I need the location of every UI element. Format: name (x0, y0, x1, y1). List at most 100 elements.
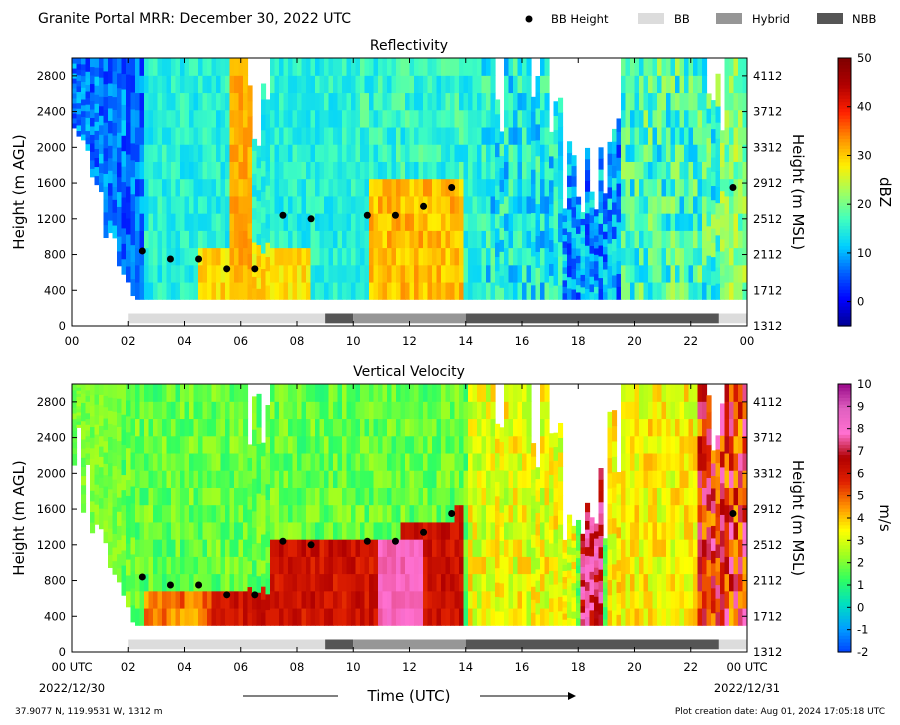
field-cell (157, 435, 163, 454)
field-cell (162, 539, 168, 557)
field-cell (436, 92, 442, 111)
field-cell (135, 521, 141, 540)
field-cell (301, 195, 307, 214)
field-cell (571, 561, 577, 570)
field-cell (567, 530, 573, 539)
field-cell (454, 384, 460, 402)
field-cell (711, 450, 717, 464)
field-cell (490, 470, 496, 488)
field-cell (144, 487, 150, 506)
field-cell (481, 109, 487, 128)
field-cell (427, 384, 433, 402)
field-cell (504, 556, 510, 575)
field-cell (513, 247, 519, 266)
field-cell (153, 401, 159, 420)
field-cell (729, 401, 735, 420)
field-cell (360, 230, 366, 249)
field-cell (405, 539, 411, 557)
field-cell (351, 144, 357, 162)
field-cell (445, 487, 451, 506)
field-cell (265, 227, 271, 243)
field-cell (481, 573, 487, 592)
field-cell (715, 122, 721, 139)
field-cell (544, 401, 550, 420)
field-cell (283, 384, 289, 402)
field-cell (693, 213, 699, 231)
field-cell (360, 178, 366, 197)
field-cell (337, 144, 343, 162)
field-cell (661, 92, 667, 111)
field-cell (643, 92, 649, 111)
colorbar-step (838, 451, 851, 455)
field-cell (540, 195, 546, 214)
field-cell (688, 418, 694, 437)
field-cell (184, 230, 190, 249)
field-cell (540, 178, 546, 197)
field-cell (733, 435, 739, 454)
field-cell (598, 201, 604, 214)
field-cell (531, 169, 537, 185)
field-cell (441, 607, 447, 626)
field-cell (346, 264, 352, 283)
field-cell (247, 483, 253, 497)
field-cell (688, 470, 694, 488)
field-cell (594, 588, 600, 597)
field-cell (315, 384, 321, 402)
field-cell (148, 144, 154, 162)
field-cell (648, 195, 654, 214)
field-cell (409, 452, 415, 471)
field-cell (252, 429, 258, 447)
field-cell (144, 452, 150, 471)
field-cell (454, 470, 460, 488)
field-cell (567, 231, 573, 244)
colorbar-step (838, 387, 851, 392)
field-cell (630, 556, 636, 575)
colorbar-step (838, 68, 851, 72)
field-cell (261, 494, 267, 509)
field-cell (135, 573, 141, 592)
field-cell (454, 126, 460, 145)
field-cell (274, 126, 280, 145)
legend-bb-height-label: BB Height (551, 12, 609, 26)
field-cell (211, 573, 217, 592)
field-cell (225, 178, 231, 197)
field-cell (166, 401, 172, 420)
field-cell (130, 244, 136, 263)
field-cell (373, 487, 379, 506)
field-cell (693, 384, 699, 402)
field-cell (382, 92, 388, 111)
field-cell (288, 195, 294, 214)
field-cell (513, 281, 519, 300)
field-cell (454, 195, 460, 214)
field-cell (639, 230, 645, 249)
field-cell (342, 109, 348, 128)
field-cell (81, 75, 87, 82)
field-cell (531, 226, 537, 242)
field-cell (594, 603, 600, 612)
field-cell (382, 264, 388, 283)
field-cell (603, 284, 609, 293)
field-cell (301, 539, 307, 557)
colorbar-step (838, 384, 851, 388)
field-cell (270, 556, 276, 575)
field-cell (229, 435, 235, 454)
field-cell (292, 213, 298, 231)
field-cell (742, 144, 747, 162)
field-cell (225, 487, 231, 506)
field-cell (76, 399, 82, 404)
field-cell (247, 586, 253, 600)
field-cell (234, 178, 240, 197)
field-cell (522, 126, 528, 145)
field-cell (373, 504, 379, 523)
field-cell (396, 281, 402, 300)
field-cell (513, 487, 519, 506)
field-cell (558, 169, 564, 185)
field-cell (108, 423, 114, 437)
field-cell (490, 144, 496, 162)
field-cell (85, 447, 91, 454)
field-cell (684, 213, 690, 231)
field-cell (184, 75, 190, 94)
field-cell (603, 618, 609, 626)
field-cell (589, 230, 595, 239)
field-cell (207, 230, 213, 249)
